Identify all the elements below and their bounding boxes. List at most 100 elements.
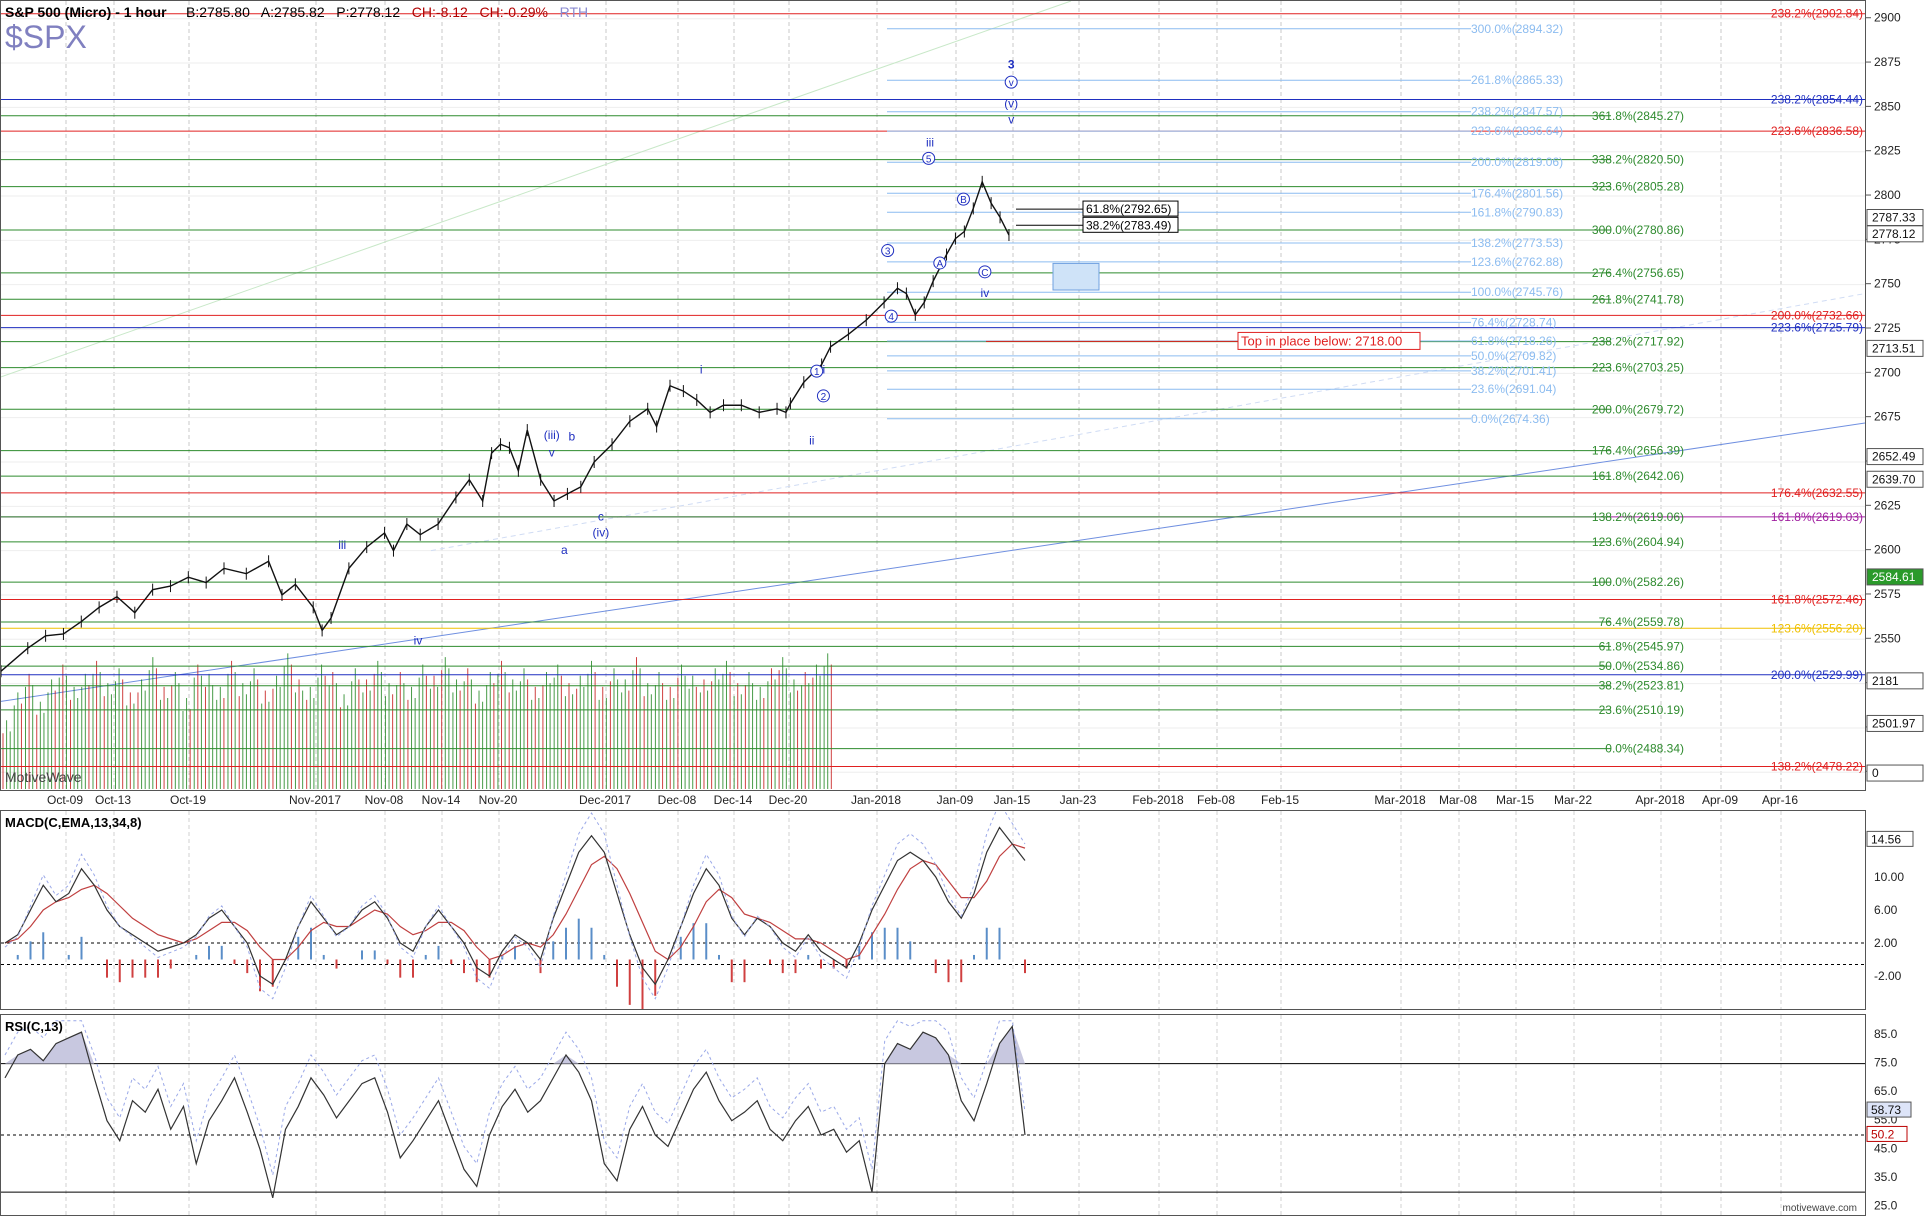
axis-badge-label-4: 2639.70 bbox=[1872, 472, 1916, 486]
ask-value: A:2785.82 bbox=[260, 4, 325, 20]
date-label-7: Dec-2017 bbox=[579, 793, 631, 807]
quote-header: S&P 500 (Micro) - 1 hour B:2785.80 A:278… bbox=[5, 4, 588, 20]
rsi-axis[interactable]: 25.0 35.0 45.0 55.0 65.0 75.0 85.0 58.73 50.2 bbox=[1866, 1014, 1925, 1216]
symbol-title: S&P 500 (Micro) - 1 hour bbox=[5, 4, 167, 20]
macd-panel[interactable]: MACD(C,EMA,13,34,8) bbox=[0, 810, 1866, 1010]
macd-tick-label-2: 6.00 bbox=[1874, 903, 1898, 917]
rsi-line bbox=[4, 1024, 1026, 1199]
fib-lightblue-label-9: 100.0%(2745.76) bbox=[1471, 285, 1563, 299]
fib-lightblue-label-2: 238.2%(2847.57) bbox=[1471, 105, 1563, 119]
fib-lightblue-label-12: 50.0%(2709.82) bbox=[1471, 349, 1556, 363]
axis-badge-label-3: 2652.49 bbox=[1872, 450, 1916, 464]
price-tick-label-10: 2725 bbox=[1874, 321, 1901, 335]
date-label-15: Feb-2018 bbox=[1132, 793, 1184, 807]
trendline-upper bbox=[1, 1, 1072, 378]
fib-lightblue-label-0: 300.0%(2894.32) bbox=[1471, 22, 1563, 36]
rsi-chart[interactable] bbox=[1, 1015, 1865, 1215]
fib-right-label-5: 176.4%(2632.55) bbox=[1771, 486, 1863, 500]
fib-lightblue-label-5: 176.4%(2801.56) bbox=[1471, 186, 1563, 200]
wave-label-12: 1 bbox=[814, 367, 820, 378]
fib-green-label-9: 176.4%(2656.39) bbox=[1592, 444, 1684, 458]
date-label-23: Apr-09 bbox=[1702, 793, 1738, 807]
boxed-label-box-1 bbox=[1082, 216, 1179, 233]
date-label-24: Apr-16 bbox=[1762, 793, 1798, 807]
date-label-0: Oct-09 bbox=[47, 793, 83, 807]
wave-label-18: v bbox=[549, 446, 555, 460]
date-label-8: Dec-08 bbox=[658, 793, 697, 807]
target-zone-box bbox=[1052, 262, 1100, 291]
price-tick-label-16: 2875 bbox=[1874, 55, 1901, 69]
wave-label-17: (iii) bbox=[544, 428, 560, 442]
price-tick-label-17: 2900 bbox=[1874, 11, 1901, 25]
fib-right-label-8: 123.6%(2556.20) bbox=[1771, 621, 1863, 635]
bid-value: B:2785.80 bbox=[186, 4, 250, 20]
date-label-5: Nov-14 bbox=[422, 793, 461, 807]
fib-green-label-12: 123.6%(2604.94) bbox=[1592, 535, 1684, 549]
price-panel[interactable]: 238.2%(2902.84) 238.2%(2854.44) 223.6%(283… bbox=[0, 0, 1866, 791]
macd-axis-chart: -2.00 2.00 6.00 10.00 14.56 bbox=[1866, 830, 1914, 983]
rsi-panel[interactable]: RSI(C,13) motivewave.com bbox=[0, 1014, 1866, 1216]
fib-right-label-2: 223.6%(2836.58) bbox=[1771, 124, 1863, 138]
price-chart[interactable]: 238.2%(2902.84)238.2%(2854.44)223.6%(283… bbox=[1, 1, 1865, 790]
wave-label-19: b bbox=[569, 430, 576, 444]
wave-label-4: iii bbox=[926, 135, 934, 149]
macd-axis[interactable]: -2.00 2.00 6.00 10.00 14.56 bbox=[1866, 810, 1925, 1010]
rsi-tick-label-6: 85.0 bbox=[1874, 1027, 1898, 1041]
wave-circle-7 bbox=[933, 256, 947, 270]
rsi-tick-label-4: 65.0 bbox=[1874, 1084, 1898, 1098]
date-label-6: Nov-20 bbox=[479, 793, 518, 807]
macd-last-label: 14.56 bbox=[1871, 832, 1901, 846]
wave-label-8: C bbox=[981, 268, 988, 279]
fib-right-label-0: 238.2%(2902.84) bbox=[1771, 7, 1863, 21]
axis-badge-box-5 bbox=[1866, 568, 1924, 586]
price-tick-label-6: 2625 bbox=[1874, 498, 1901, 512]
macd-last-box bbox=[1866, 830, 1914, 847]
price-series bbox=[1, 179, 1010, 672]
date-label-1: Oct-13 bbox=[95, 793, 131, 807]
date-label-17: Feb-15 bbox=[1261, 793, 1299, 807]
fib-right-label-7: 161.8%(2572.46) bbox=[1771, 592, 1863, 606]
wave-label-24: iv bbox=[414, 634, 423, 648]
price-axis[interactable]: 2475250025252550257526002625265026752700… bbox=[1866, 0, 1925, 791]
date-label-19: Mar-08 bbox=[1439, 793, 1477, 807]
macd-title: MACD(C,EMA,13,34,8) bbox=[5, 815, 142, 830]
fib-lightblue-label-7: 138.2%(2773.53) bbox=[1471, 236, 1563, 250]
date-axis[interactable]: Oct-09 Oct-13 Oct-19 Nov-2017 Nov-08 Nov-14 No… bbox=[0, 791, 1866, 809]
macd-chart[interactable] bbox=[1, 811, 1865, 1009]
date-label-16: Feb-08 bbox=[1197, 793, 1235, 807]
price-tick-label-5: 2600 bbox=[1874, 543, 1901, 557]
boxed-label-box-0 bbox=[1082, 200, 1179, 217]
date-label-10: Dec-20 bbox=[769, 793, 808, 807]
wave-label-13: 2 bbox=[821, 392, 827, 403]
axis-badge-label-7: 2501.97 bbox=[1872, 716, 1916, 730]
axis-badge-box-1 bbox=[1866, 225, 1924, 243]
axis-badge-label-5: 2584.61 bbox=[1872, 570, 1916, 584]
fib-green-label-1: 338.2%(2820.50) bbox=[1592, 153, 1684, 167]
fib-lightblue-label-8: 123.6%(2762.88) bbox=[1471, 255, 1563, 269]
wave-circle-8 bbox=[978, 265, 992, 279]
wave-circle-10 bbox=[881, 244, 895, 258]
axis-badge-label-8: 0 bbox=[1872, 766, 1879, 780]
axis-badge-label-1: 2778.12 bbox=[1872, 227, 1916, 241]
wave-label-20: c bbox=[598, 509, 604, 523]
note-text: Top in place below: 2718.00 bbox=[1241, 333, 1402, 348]
fib-right-label-9: 200.0%(2529.99) bbox=[1771, 668, 1863, 682]
price-tick-label-9: 2700 bbox=[1874, 365, 1901, 379]
date-label-20: Mar-15 bbox=[1496, 793, 1534, 807]
rsi-tick-label-5: 75.0 bbox=[1874, 1056, 1898, 1070]
fib-lightblue-label-11: 61.8%(2718.26) bbox=[1471, 334, 1556, 348]
change-pct-value: CH:-0.29% bbox=[479, 4, 548, 20]
rsi-overbought-fill bbox=[5, 1026, 1025, 1064]
rsi-tick-label-1: 35.0 bbox=[1874, 1170, 1898, 1184]
fib-green-label-10: 161.8%(2642.06) bbox=[1592, 469, 1684, 483]
axis-badge-box-2 bbox=[1866, 339, 1924, 357]
date-label-3: Nov-2017 bbox=[289, 793, 341, 807]
macd-tick-label-3: 10.00 bbox=[1874, 870, 1904, 884]
fib-green-label-16: 50.0%(2534.86) bbox=[1599, 659, 1684, 673]
price-tick-label-15: 2850 bbox=[1874, 99, 1901, 113]
rsi-last-label-0: 58.73 bbox=[1871, 1103, 1901, 1117]
note-box bbox=[1237, 331, 1421, 350]
trendline-lower bbox=[1, 422, 1865, 702]
price-tick-label-11: 2750 bbox=[1874, 277, 1901, 291]
